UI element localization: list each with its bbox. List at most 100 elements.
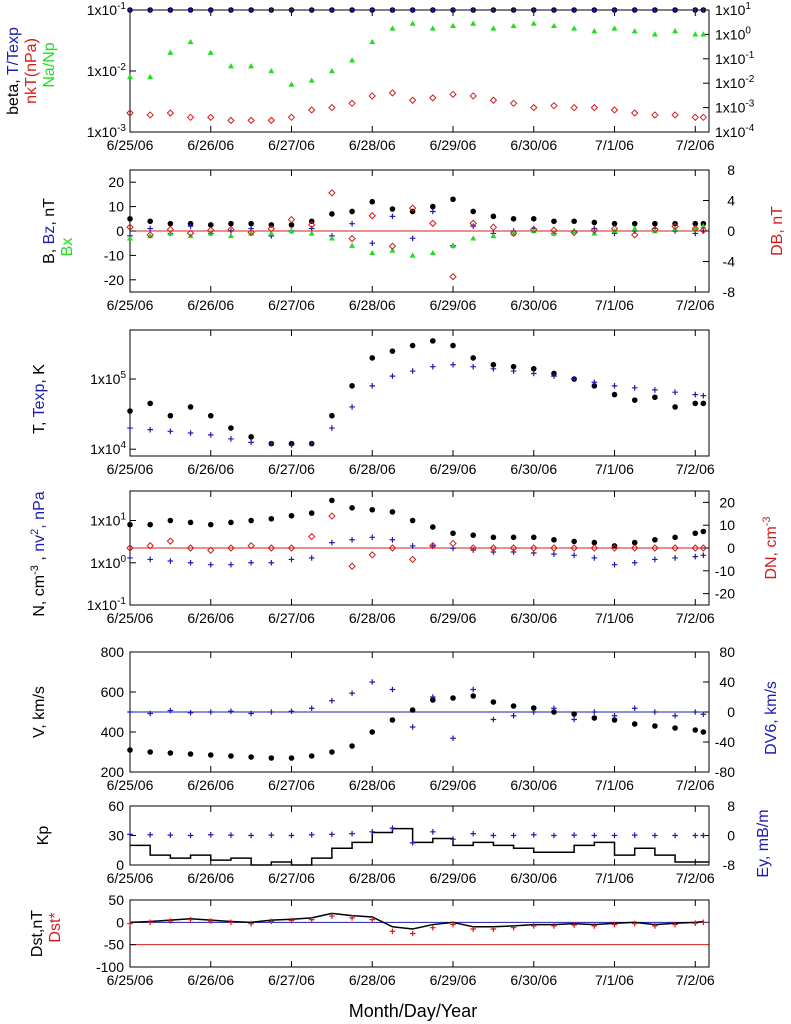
point-nv2: [551, 551, 557, 557]
y2-tick-label: 4: [727, 193, 735, 209]
point-ey: [147, 831, 153, 838]
x-tick-label: 6/27/06: [268, 777, 315, 793]
point-ey: [329, 831, 335, 838]
x-tick-label: 6/25/06: [107, 297, 154, 313]
point-bx: [672, 225, 679, 231]
point-n: [349, 505, 355, 511]
point-n: [409, 517, 416, 524]
point-dst_star: [700, 919, 707, 926]
point-v: [288, 755, 295, 761]
point-v: [692, 727, 699, 733]
x-tick-label: 6/29/06: [430, 137, 477, 153]
point-bx: [127, 235, 133, 241]
point-ey: [450, 836, 456, 842]
point-dn: [610, 544, 619, 552]
point-dn: [166, 537, 175, 545]
point-b: [551, 218, 557, 225]
point-nkt: [429, 94, 437, 102]
point-dv6: [530, 709, 537, 715]
point-t_texp: [430, 7, 436, 13]
point-bz: [409, 235, 416, 242]
point-b: [470, 208, 477, 215]
x-tick-label: 6/28/06: [349, 777, 396, 793]
y-tick-label: 600: [101, 684, 125, 700]
point-dv6: [187, 709, 194, 716]
point-dst_star: [329, 913, 335, 919]
x-tick-label: 6/29/06: [430, 461, 477, 477]
point-na_np: [328, 68, 335, 74]
point-db: [388, 242, 397, 250]
point-t_texp: [490, 7, 497, 13]
point-dv6: [248, 710, 254, 717]
point-nkt: [489, 96, 498, 104]
point-bz: [369, 240, 376, 246]
y-tick-label: 1x100: [90, 554, 126, 571]
point-ey: [700, 832, 707, 839]
point-dn: [307, 532, 316, 541]
point-ey: [551, 832, 557, 839]
point-ey: [692, 832, 699, 839]
point-b: [571, 218, 577, 225]
point-t: [228, 425, 234, 431]
point-dv6: [369, 679, 376, 685]
y2-tick-label: -4: [723, 254, 736, 270]
series-group: [127, 825, 709, 866]
point-dv6: [551, 705, 557, 712]
point-nkt: [469, 92, 477, 100]
x-tick-label: 6/26/06: [187, 972, 234, 988]
point-nv2: [369, 534, 376, 541]
point-dn: [126, 544, 134, 552]
point-t: [248, 434, 254, 440]
point-dst_star: [228, 919, 234, 926]
point-na_np: [510, 22, 517, 29]
point-dn: [590, 544, 599, 552]
y2-tick-label: 1x10-1: [715, 50, 755, 67]
point-t_texp: [389, 7, 396, 13]
x-tick-label: 6/28/06: [349, 610, 396, 626]
x-tick-label: 6/25/06: [107, 610, 154, 626]
point-t_texp: [551, 7, 557, 13]
point-nkt: [550, 101, 558, 110]
point-dv6: [692, 709, 699, 715]
point-dst_star: [167, 918, 174, 924]
point-ey: [652, 832, 658, 839]
point-dst_star: [692, 920, 699, 927]
point-v: [127, 747, 133, 753]
point-n: [389, 509, 396, 515]
point-b: [611, 220, 618, 227]
point-t: [127, 408, 133, 414]
point-ey: [409, 840, 416, 846]
point-n: [631, 539, 638, 546]
y2-tick-label: 8: [727, 162, 735, 178]
point-t_texp: [611, 7, 618, 13]
point-db: [449, 273, 457, 281]
point-texp: [450, 361, 456, 368]
point-dv6: [268, 709, 275, 715]
point-dv6: [470, 686, 477, 693]
point-na_np: [349, 57, 356, 63]
point-na_np: [288, 81, 295, 87]
point-n: [228, 519, 234, 526]
x-tick-label: 6/26/06: [187, 870, 234, 886]
point-nv2: [207, 561, 214, 568]
point-t: [450, 342, 456, 349]
point-na_np: [429, 25, 436, 31]
point-dv6: [127, 709, 133, 715]
point-ey: [470, 830, 477, 837]
point-v: [510, 703, 517, 709]
point-nv2: [591, 555, 598, 561]
x-tick-label: 7/2/06: [676, 137, 715, 153]
y-tick-label: 1x10-1: [87, 1, 127, 18]
point-dn: [368, 551, 376, 559]
point-bx: [308, 230, 315, 236]
point-v: [187, 751, 194, 757]
point-bx: [328, 235, 335, 241]
y-tick-label: 20: [108, 174, 124, 190]
point-n: [571, 538, 577, 545]
series-group: [126, 189, 708, 281]
point-t_texp: [329, 7, 335, 13]
point-n: [308, 510, 315, 516]
point-v: [652, 723, 658, 729]
point-t_texp: [692, 7, 699, 13]
point-na_np: [470, 20, 477, 26]
